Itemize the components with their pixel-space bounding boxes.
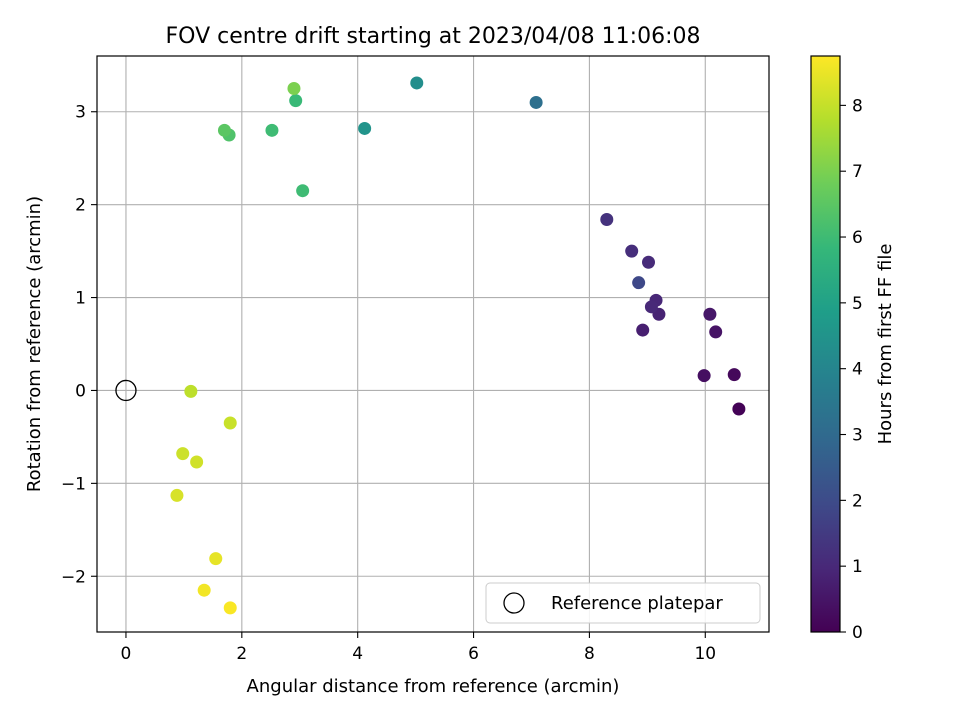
data-point	[170, 488, 184, 502]
colorbar-tick-label: 0	[852, 623, 863, 643]
colorbar-tick-label: 4	[852, 360, 863, 380]
colorbar-tick-label: 8	[852, 96, 863, 116]
x-tick-label: 2	[236, 644, 247, 664]
y-axis-ticks: −2 −1 0 1 2 3	[61, 103, 97, 587]
legend: Reference platepar	[485, 582, 761, 624]
data-point	[223, 601, 237, 615]
colorbar-tick-label: 5	[852, 294, 863, 314]
data-point	[632, 276, 646, 290]
x-tick-label: 8	[584, 644, 595, 664]
data-point	[727, 368, 741, 382]
data-point	[217, 123, 231, 137]
legend-box	[485, 582, 761, 624]
data-point	[287, 82, 301, 96]
colorbar-tick-label: 3	[852, 426, 863, 446]
data-point	[644, 300, 658, 314]
legend-reference-marker	[503, 592, 525, 614]
reference-marker-layer	[115, 379, 137, 402]
y-tick-label: −2	[61, 567, 86, 587]
y-tick-label: −1	[61, 474, 86, 494]
y-tick-label: 3	[75, 103, 86, 123]
data-point	[709, 325, 723, 339]
data-point	[265, 123, 279, 137]
colorbar-tick-label: 1	[852, 557, 863, 577]
data-point	[289, 94, 303, 108]
x-axis-label: Angular distance from reference (arcmin)	[247, 676, 620, 697]
colorbar-tick-label: 6	[852, 228, 863, 248]
data-point	[703, 307, 717, 321]
x-tick-label: 6	[468, 644, 479, 664]
data-point	[190, 455, 204, 469]
data-point	[176, 447, 190, 461]
data-point	[529, 95, 543, 109]
data-points	[170, 76, 746, 615]
x-axis-ticks: 0 2 4 6 8 10	[121, 632, 716, 664]
colorbar-gradient	[811, 56, 840, 632]
x-tick-label: 10	[694, 644, 716, 664]
data-point	[197, 583, 211, 597]
data-point	[642, 255, 656, 269]
colorbar: 0 1 2 3 4 5 6 7 8 Hours from first FF file	[810, 55, 896, 643]
colorbar-tick-label: 7	[852, 162, 863, 182]
data-point	[625, 244, 639, 258]
data-point	[410, 76, 424, 90]
data-point	[184, 384, 198, 398]
y-tick-label: 0	[75, 381, 86, 401]
colorbar-ticks: 0 1 2 3 4 5 6 7 8	[840, 96, 863, 643]
plot-frame	[96, 55, 770, 633]
legend-entry-label: Reference platepar	[551, 593, 723, 614]
colorbar-label: Hours from first FF file	[875, 244, 896, 445]
data-point	[358, 121, 372, 135]
y-axis-label: Rotation from reference (arcmin)	[24, 196, 45, 492]
x-tick-label: 0	[121, 644, 132, 664]
x-tick-label: 4	[352, 644, 363, 664]
data-point	[697, 369, 711, 383]
data-point	[209, 552, 223, 566]
data-point	[732, 402, 746, 416]
y-tick-label: 2	[75, 196, 86, 216]
colorbar-frame	[810, 55, 841, 633]
data-point	[636, 323, 650, 337]
y-tick-label: 1	[75, 289, 86, 309]
data-point	[600, 213, 614, 227]
chart-title: FOV centre drift starting at 2023/04/08 …	[166, 24, 701, 49]
colorbar-tick-label: 2	[852, 491, 863, 511]
reference-platepar-marker	[115, 379, 137, 402]
data-point	[296, 184, 310, 198]
data-point	[223, 416, 237, 430]
